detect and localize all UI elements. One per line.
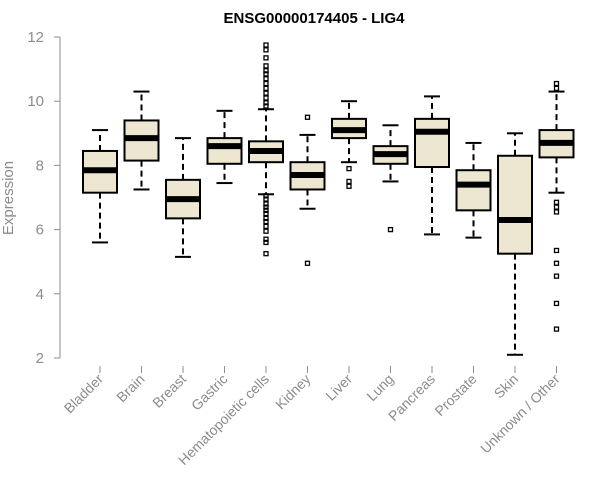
box-group	[331, 100, 367, 189]
y-tick-label: 8	[36, 157, 44, 174]
outlier-point	[263, 207, 269, 213]
outlier-point	[263, 239, 269, 246]
outlier-point	[263, 204, 269, 210]
outlier-point	[263, 85, 269, 92]
outlier-point	[263, 218, 269, 225]
outlier-point	[553, 204, 560, 210]
outlier-point	[553, 273, 560, 279]
outlier-point	[263, 90, 269, 96]
outlier-point	[346, 178, 352, 185]
box-group	[414, 95, 450, 236]
y-axis: 2 4 6 8 10 12	[27, 29, 61, 367]
box-group	[289, 114, 326, 266]
y-tick-label: 4	[36, 286, 44, 303]
box-group	[206, 109, 243, 185]
x-tick-label: Unknown / Other	[477, 371, 563, 457]
outlier-point	[346, 183, 352, 189]
outlier-point	[553, 199, 560, 205]
outlier-point	[263, 228, 269, 234]
outlier-point	[263, 103, 269, 109]
outlier-point	[263, 100, 269, 106]
chart-title: ENSG00000174405 - LIG4	[224, 10, 406, 27]
x-tick-label: Bladder	[61, 371, 107, 417]
x-tick-label: Liver	[322, 371, 355, 404]
outlier-point	[263, 95, 269, 101]
box-iqr	[455, 169, 492, 212]
box-group	[497, 132, 533, 356]
outlier-point	[304, 260, 311, 266]
y-tick-label: 6	[36, 222, 44, 239]
outlier-point	[263, 193, 269, 199]
outlier-point	[263, 55, 269, 61]
y-tick-label: 12	[27, 29, 44, 46]
outlier-point	[263, 196, 269, 202]
box-iqr	[414, 117, 450, 169]
x-tick-label: Breast	[149, 371, 189, 411]
box-group	[165, 137, 201, 258]
box-iqr	[497, 154, 533, 255]
x-tick-label: Lung	[363, 371, 396, 404]
y-tick-label: 10	[27, 93, 44, 110]
box-iqr	[206, 137, 243, 165]
outlier-point	[387, 226, 394, 233]
outlier-point	[553, 300, 560, 307]
outlier-point	[553, 260, 560, 266]
y-tick-label: 2	[36, 350, 44, 367]
outlier-point	[263, 63, 269, 69]
outlier-point	[263, 215, 269, 222]
outlier-point	[263, 201, 269, 207]
outlier-point	[263, 251, 269, 257]
box-group	[372, 124, 409, 233]
outlier-point	[304, 114, 311, 120]
outlier-point	[263, 42, 269, 48]
outlier-point	[263, 47, 269, 53]
outlier-point	[263, 80, 269, 87]
outlier-point	[553, 209, 560, 215]
x-tick-label: Prostate	[431, 371, 479, 419]
outlier-point	[263, 210, 269, 217]
box-group	[82, 129, 118, 244]
outlier-point	[263, 76, 269, 82]
box-group	[538, 80, 575, 332]
y-axis-label: Expression	[0, 161, 17, 235]
x-tick-label: Skin	[491, 371, 522, 402]
outlier-point	[553, 247, 560, 254]
outlier-point	[553, 80, 560, 87]
outlier-point	[263, 236, 269, 242]
boxes	[82, 42, 575, 356]
box-group	[455, 141, 492, 239]
outlier-point	[553, 85, 560, 92]
outlier-point	[263, 223, 269, 230]
box-group	[123, 90, 160, 191]
x-tick-label: Brain	[113, 371, 147, 405]
outlier-point	[553, 326, 560, 332]
x-tick-label: Kidney	[272, 371, 314, 413]
outlier-point	[263, 71, 269, 77]
box-group	[248, 42, 284, 257]
outlier-point	[263, 68, 269, 74]
outlier-point	[346, 165, 352, 172]
